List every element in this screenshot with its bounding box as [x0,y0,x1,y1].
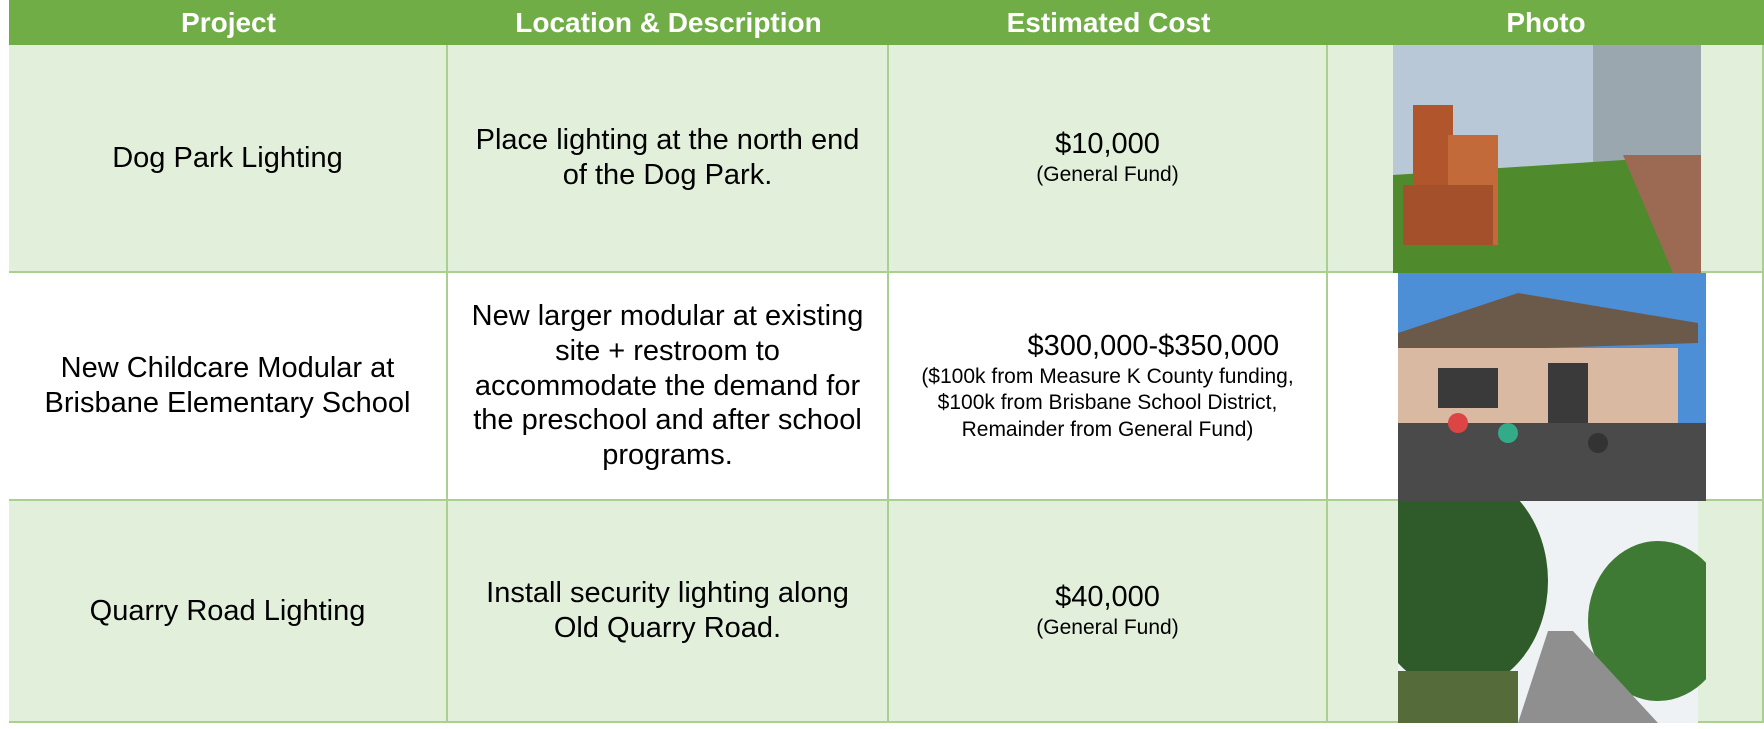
header-cell: Location & Description [448,0,889,45]
cost: $40,000 [1055,580,1160,615]
cost-cell: $10,000(General Fund) [889,45,1328,273]
funding: ($100k from Measure K County funding, $1… [903,364,1312,443]
description-cell: New larger modular at existing site + re… [448,273,889,501]
cost: $10,000 [1055,127,1160,162]
photo [1398,501,1706,729]
photo-cell [1328,501,1764,723]
project-cell: Dog Park Lighting [9,45,448,273]
description-cell: Install security lighting along Old Quar… [448,501,889,723]
photo [1393,45,1701,273]
cost-cell: $300,000-$350,000($100k from Measure K C… [889,273,1328,501]
funding: (General Fund) [1036,615,1178,641]
project-cell: New Childcare Modular at Brisbane Elemen… [9,273,448,501]
description-cell: Place lighting at the north end of the D… [448,45,889,273]
page: ProjectLocation & DescriptionEstimated C… [0,0,1764,723]
cost-cell: $40,000(General Fund) [889,501,1328,723]
header-cell: Estimated Cost [889,0,1328,45]
cost: $300,000-$350,000 [1028,329,1188,364]
header-cell: Photo [1328,0,1764,45]
header-cell: Project [9,0,448,45]
photo-cell [1328,45,1764,273]
photo [1398,273,1706,501]
funding: (General Fund) [1036,162,1178,188]
photo-cell [1328,273,1764,501]
project-cell: Quarry Road Lighting [9,501,448,723]
